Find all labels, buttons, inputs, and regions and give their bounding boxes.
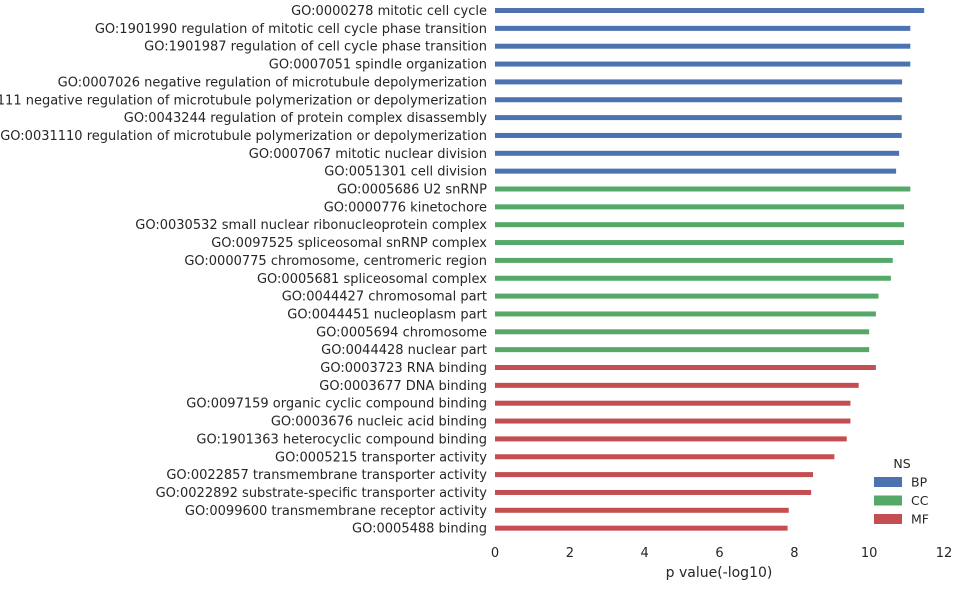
category-label: GO:0022857 transmembrane transporter act… (166, 468, 487, 483)
category-label: GO:0030532 small nuclear ribonucleoprote… (135, 218, 487, 233)
legend-label: MF (911, 512, 929, 527)
category-label: GO:0000775 chromosome, centromeric regio… (184, 254, 487, 269)
bar-cc (495, 186, 911, 192)
category-label: GO:0097159 organic cyclic compound bindi… (186, 397, 487, 412)
x-tick-label: 2 (566, 546, 574, 561)
legend-label: CC (911, 493, 929, 508)
category-label: GO:0007067 mitotic nuclear division (249, 147, 487, 162)
category-label: GO:0005694 chromosome (316, 325, 487, 340)
category-label: GO:0000776 kinetochore (324, 200, 487, 215)
bar-mf (495, 365, 876, 370)
bar-cc (495, 329, 870, 335)
category-label: GO:0044451 nucleoplasm part (287, 307, 487, 322)
bar-bp (495, 25, 911, 31)
category-label: GO:1901363 heterocyclic compound binding (196, 432, 487, 447)
category-label: GO:0000278 mitotic cell cycle (291, 4, 487, 19)
bar-bp (495, 150, 900, 156)
bar-mf (495, 489, 812, 495)
bar-mf (495, 472, 814, 478)
category-label: GO:0005488 binding (352, 522, 487, 537)
bar-cc (495, 240, 904, 246)
category-label: GO:0031111 negative regulation of microt… (0, 93, 487, 108)
category-label: GO:1901987 regulation of cell cycle phas… (144, 40, 487, 55)
bar-mf (495, 400, 851, 406)
bar-mf (495, 454, 835, 460)
category-label: GO:0005215 transporter activity (275, 450, 487, 465)
category-label: GO:0003676 nucleic acid binding (271, 415, 487, 430)
category-label: GO:0003723 RNA binding (320, 361, 487, 376)
bar-bp (495, 61, 911, 67)
category-label: GO:0099600 transmembrane receptor activi… (185, 504, 487, 519)
bar-bp (495, 168, 897, 174)
x-tick-label: 10 (861, 546, 878, 561)
bar-bp (495, 79, 903, 85)
category-label: GO:0051301 cell division (324, 165, 487, 180)
bar-cc (495, 204, 904, 210)
bar-mf (495, 418, 851, 424)
legend-swatch-cc (874, 495, 902, 506)
legend-swatch-bp (874, 477, 902, 487)
category-label: GO:0005681 spliceosomal complex (257, 272, 487, 287)
x-tick-label: 12 (936, 546, 953, 561)
bar-mf (495, 525, 788, 531)
category-label: GO:0003677 DNA binding (319, 379, 487, 394)
bar-cc (495, 257, 893, 263)
category-label: GO:0043244 regulation of protein complex… (124, 111, 488, 126)
category-label: GO:0044428 nuclear part (321, 343, 487, 358)
x-tick-label: 4 (641, 546, 649, 561)
bar-mf (495, 436, 847, 442)
bar-bp (495, 115, 902, 121)
category-label: GO:0031110 regulation of microtubule pol… (0, 129, 487, 144)
x-axis-label: p value(-log10) (666, 565, 773, 581)
category-label: GO:1901990 regulation of mitotic cell cy… (95, 22, 487, 37)
category-label: GO:0007026 negative regulation of microt… (58, 75, 487, 90)
x-tick-label: 6 (715, 546, 723, 561)
bar-cc (495, 311, 876, 317)
category-label: GO:0022892 substrate-specific transporte… (156, 486, 488, 501)
bar-cc (495, 347, 870, 353)
legend-swatch-mf (874, 514, 902, 524)
bar-bp (495, 8, 925, 13)
bar-bp (495, 97, 903, 103)
category-label: GO:0097525 spliceosomal snRNP complex (211, 236, 487, 251)
legend-label: BP (911, 475, 928, 490)
bar-bp (495, 132, 902, 138)
bar-mf (495, 382, 859, 388)
category-label: GO:0007051 spindle organization (269, 58, 487, 73)
legend-title: NS (893, 456, 910, 471)
bar-cc (495, 293, 879, 299)
category-label: GO:0005686 U2 snRNP (337, 183, 487, 198)
x-tick-label: 8 (790, 546, 798, 561)
category-label: GO:0044427 chromosomal part (282, 290, 487, 305)
bar-cc (495, 222, 904, 228)
x-tick-label: 0 (491, 546, 499, 561)
bar-bp (495, 43, 911, 49)
bar-mf (495, 507, 789, 513)
bar-cc (495, 275, 891, 281)
